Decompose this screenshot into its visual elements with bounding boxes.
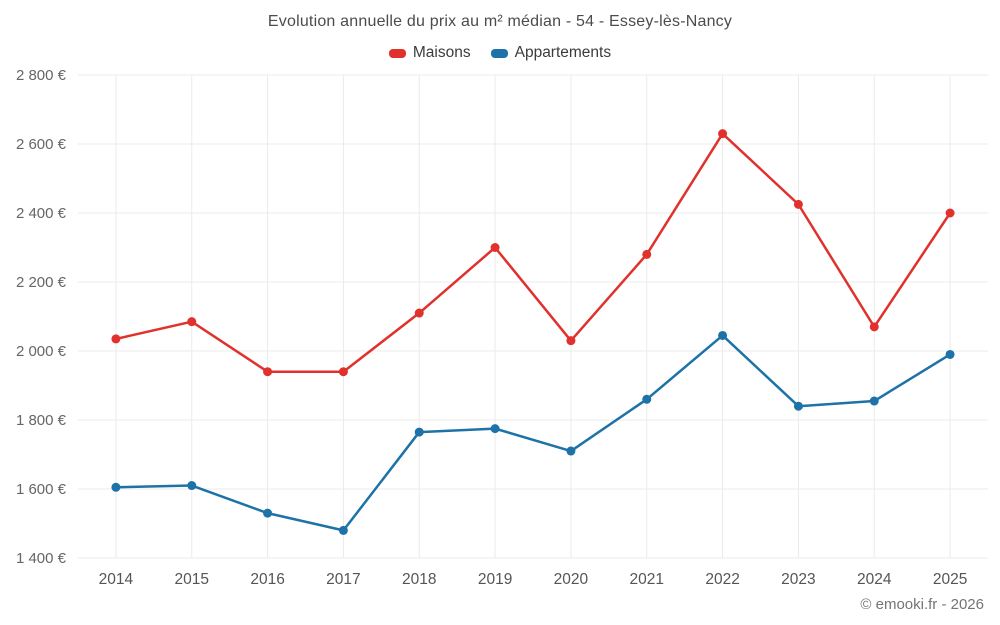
x-tick-label: 2018 bbox=[402, 571, 436, 588]
data-point-maisons[interactable] bbox=[642, 249, 652, 259]
y-tick-label: 2 800 € bbox=[16, 67, 67, 84]
x-tick-label: 2021 bbox=[630, 571, 664, 588]
y-tick-label: 2 200 € bbox=[16, 274, 67, 291]
data-point-maisons[interactable] bbox=[414, 308, 424, 318]
data-point-appartements[interactable] bbox=[338, 525, 348, 535]
data-point-maisons[interactable] bbox=[793, 199, 803, 209]
x-tick-label: 2025 bbox=[933, 571, 967, 588]
data-point-appartements[interactable] bbox=[414, 427, 424, 437]
series-line-appartements bbox=[114, 334, 952, 532]
x-tick-label: 2024 bbox=[857, 571, 892, 588]
legend-swatch-appartements bbox=[490, 48, 508, 58]
x-tick-label: 2016 bbox=[250, 571, 284, 588]
x-tick-label: 2023 bbox=[781, 571, 815, 588]
y-tick-label: 1 800 € bbox=[16, 412, 67, 429]
data-point-maisons[interactable] bbox=[869, 322, 879, 332]
legend-swatch-maisons bbox=[388, 48, 406, 58]
data-point-appartements[interactable] bbox=[793, 401, 803, 411]
data-point-maisons[interactable] bbox=[718, 129, 728, 139]
data-point-appartements[interactable] bbox=[869, 396, 879, 406]
y-tick-label: 2 400 € bbox=[16, 205, 67, 222]
legend: Maisons Appartements bbox=[0, 44, 1000, 62]
data-point-maisons[interactable] bbox=[111, 334, 121, 344]
x-tick-label: 2020 bbox=[554, 571, 589, 588]
data-point-appartements[interactable] bbox=[642, 394, 652, 404]
data-point-appartements[interactable] bbox=[945, 349, 955, 359]
y-tick-label: 1 400 € bbox=[16, 550, 67, 567]
legend-item-appartements[interactable]: Appartements bbox=[490, 44, 612, 62]
x-tick-label: 2019 bbox=[478, 571, 512, 588]
x-tick-label: 2017 bbox=[326, 571, 360, 588]
y-tick-label: 2 600 € bbox=[16, 136, 67, 153]
data-point-maisons[interactable] bbox=[945, 208, 955, 218]
x-tick-label: 2022 bbox=[705, 571, 739, 588]
data-point-appartements[interactable] bbox=[566, 446, 576, 456]
x-tick-label: 2014 bbox=[99, 571, 134, 588]
data-point-maisons[interactable] bbox=[187, 317, 197, 327]
data-point-appartements[interactable] bbox=[490, 424, 500, 434]
x-tick-label: 2015 bbox=[175, 571, 209, 588]
chart-title: Evolution annuelle du prix au m² médian … bbox=[267, 13, 733, 30]
series-line-maisons bbox=[114, 132, 952, 373]
data-point-appartements[interactable] bbox=[111, 482, 121, 492]
legend-label-appartements: Appartements bbox=[514, 44, 612, 61]
data-point-maisons[interactable] bbox=[338, 367, 348, 377]
data-point-appartements[interactable] bbox=[187, 481, 197, 491]
copyright: © emooki.fr - 2026 bbox=[860, 596, 984, 613]
legend-label-maisons: Maisons bbox=[412, 44, 471, 61]
data-point-maisons[interactable] bbox=[263, 367, 273, 377]
data-point-maisons[interactable] bbox=[490, 243, 500, 252]
data-point-appartements[interactable] bbox=[718, 330, 728, 340]
y-tick-label: 1 600 € bbox=[16, 481, 67, 498]
legend-item-maisons[interactable]: Maisons bbox=[388, 44, 471, 62]
y-tick-label: 2 000 € bbox=[16, 343, 67, 360]
data-point-maisons[interactable] bbox=[566, 336, 576, 346]
data-point-appartements[interactable] bbox=[263, 508, 273, 518]
